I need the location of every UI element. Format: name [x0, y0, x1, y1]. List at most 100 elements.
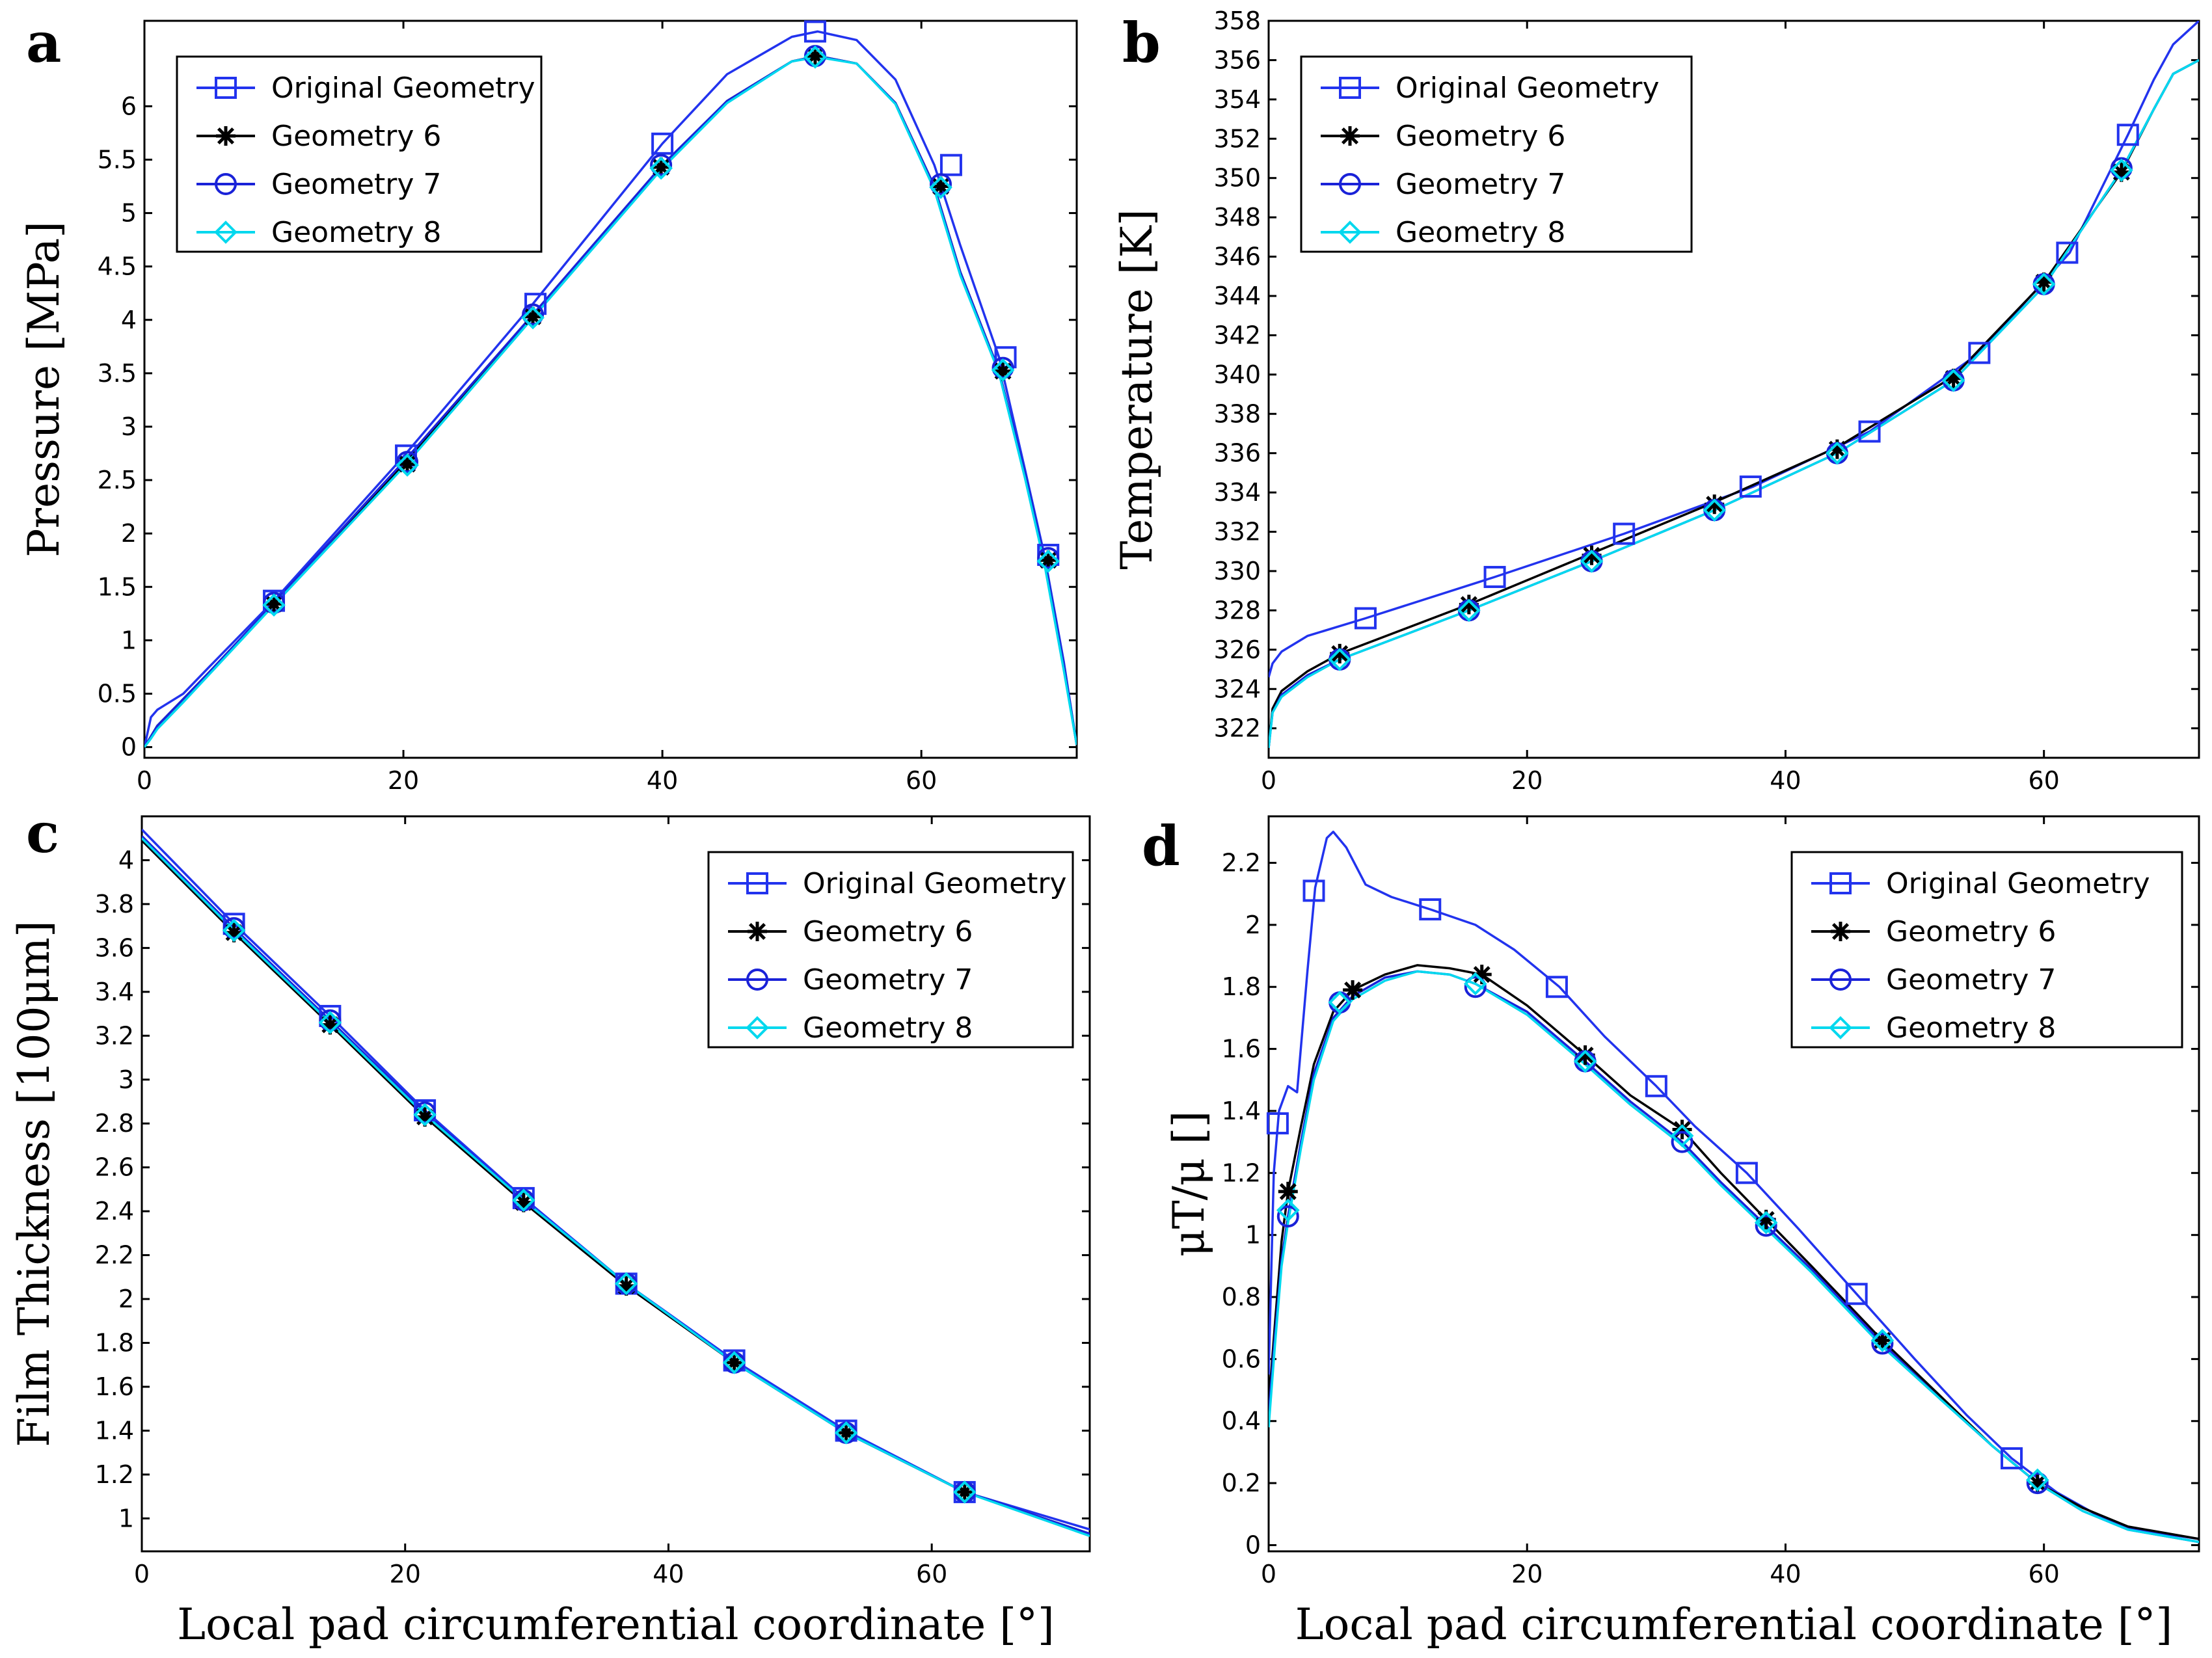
x-tick-label: 0 — [1261, 766, 1276, 795]
y-tick-label: 0.2 — [1222, 1469, 1261, 1497]
data-point-geometry-6 — [1575, 1045, 1595, 1065]
y-tick-label: 1.2 — [1222, 1158, 1261, 1187]
data-point-geometry-8 — [649, 156, 673, 180]
data-point-geometry-8 — [1754, 1210, 1778, 1235]
data-point-geometry-8 — [614, 1272, 638, 1296]
legend-marker-icon — [1829, 1016, 1852, 1039]
legend-marker-icon — [746, 872, 768, 894]
data-point-geometry-6 — [1756, 1209, 1776, 1229]
data-point-original-geometry — [1645, 1075, 1667, 1097]
y-tick-label: 6 — [121, 92, 137, 120]
legend-marker-icon — [746, 969, 768, 991]
x-axis-label: Local pad circumferential coordinate [°] — [177, 1599, 1054, 1650]
legend-marker-icon — [1339, 77, 1361, 99]
legend-entry-label: Original Geometry — [803, 867, 1067, 900]
legend-entry-label: Geometry 7 — [803, 963, 973, 996]
y-axis-label: μT/μ [] — [1164, 1111, 1214, 1257]
legend-marker-icon — [216, 126, 236, 146]
data-point-geometry-8 — [1670, 1124, 1694, 1147]
data-point-geometry-8 — [834, 1421, 858, 1445]
legend-marker-icon — [1831, 922, 1850, 941]
x-tick-label: 20 — [390, 1560, 421, 1588]
legend-marker-icon — [746, 1016, 769, 1039]
data-point-geometry-7 — [930, 173, 952, 196]
y-tick-label: 0 — [1245, 1531, 1261, 1559]
y-tick-label: 334 — [1213, 478, 1261, 507]
y-tick-label: 1.8 — [1222, 972, 1261, 1001]
legend-marker-icon — [748, 922, 767, 941]
y-tick-label: 3.8 — [95, 890, 134, 918]
data-point-geometry-6 — [1872, 1330, 1893, 1350]
y-tick-label: 0.5 — [98, 679, 137, 708]
y-tick-label: 324 — [1213, 675, 1261, 703]
y-tick-label: 0.6 — [1222, 1344, 1261, 1373]
legend-marker-icon — [1829, 872, 1852, 894]
legend-entry-label: Geometry 8 — [1396, 216, 1565, 249]
y-tick-label: 330 — [1213, 557, 1261, 585]
y-tick-label: 2.2 — [95, 1241, 134, 1270]
legend-entry-label: Geometry 8 — [1886, 1011, 2056, 1045]
data-point-geometry-8 — [2032, 273, 2056, 296]
panel-d-viscosity-ratio-chart: 0 20 40 60 0 0.2 0.4 0.6 0.8 1 1.2 1.4 1.6 1.8 2 2.2 Ori… — [1142, 814, 2200, 1650]
panel-label: a — [26, 10, 61, 75]
y-tick-label: 2.5 — [98, 466, 137, 494]
legend-entry-label: Geometry 6 — [271, 120, 441, 153]
y-tick-label: 328 — [1213, 596, 1261, 624]
legend-entry-label: Original Geometry — [271, 72, 535, 105]
data-point-original-geometry — [1302, 879, 1325, 902]
y-tick-label: 350 — [1213, 164, 1261, 193]
y-tick-label: 336 — [1213, 439, 1261, 468]
data-point-geometry-7 — [650, 154, 673, 176]
legend: Original Geometry Geometry 6 Geometry 7 Geo… — [707, 851, 1074, 1049]
legend-entry-label: Geometry 6 — [803, 915, 973, 948]
legend-marker-icon — [215, 173, 237, 195]
data-point-geometry-7 — [1037, 546, 1060, 569]
y-tick-label: 1.4 — [1222, 1097, 1261, 1125]
y-tick-label: 3.5 — [98, 359, 137, 388]
data-point-geometry-8 — [222, 918, 246, 943]
series-line-geometry-8 — [142, 837, 1090, 1538]
legend-entry-label: Geometry 8 — [271, 216, 441, 249]
legend-entry-label: Original Geometry — [1886, 867, 2150, 900]
x-tick-label: 60 — [2028, 1560, 2059, 1588]
data-point-geometry-7 — [2110, 157, 2133, 180]
data-point-geometry-7 — [223, 917, 245, 940]
data-point-original-geometry — [1613, 522, 1636, 545]
data-point-geometry-8 — [952, 1480, 977, 1504]
data-point-geometry-6 — [320, 1015, 340, 1035]
y-tick-label: 3.6 — [95, 933, 134, 962]
data-point-original-geometry — [2001, 1447, 2023, 1469]
y-tick-label: 346 — [1213, 243, 1261, 271]
y-tick-label: 4 — [118, 846, 134, 874]
data-point-original-geometry — [1739, 475, 1762, 498]
y-tick-label: 1.4 — [95, 1416, 134, 1445]
data-point-geometry-8 — [1580, 550, 1604, 573]
data-point-original-geometry — [2056, 241, 2079, 264]
y-tick-label: 4 — [121, 306, 137, 334]
x-tick-label: 20 — [388, 766, 419, 795]
data-point-geometry-8 — [512, 1188, 535, 1212]
data-point-geometry-7 — [2026, 1472, 2049, 1495]
data-point-geometry-8 — [262, 593, 286, 617]
series-line-original-geometry — [1269, 21, 2199, 678]
y-tick-label: 348 — [1213, 203, 1261, 232]
y-tick-label: 342 — [1213, 321, 1261, 349]
legend-entry-label: Geometry 7 — [1886, 963, 2056, 996]
y-tick-label: 354 — [1213, 85, 1261, 114]
y-axis-label: Film Thickness [100μm] — [9, 920, 59, 1447]
panel-label: d — [1142, 814, 1180, 878]
y-tick-label: 1.2 — [95, 1460, 134, 1489]
data-point-geometry-8 — [521, 306, 545, 330]
y-tick-label: 344 — [1213, 282, 1261, 310]
x-axis-label: Local pad circumferential coordinate [°] — [1295, 1599, 2172, 1650]
data-point-original-geometry — [1968, 341, 1991, 364]
y-tick-label: 4.5 — [98, 252, 137, 281]
data-point-geometry-8 — [2025, 1468, 2049, 1492]
data-point-geometry-6 — [1827, 439, 1847, 459]
data-point-geometry-8 — [1463, 972, 1487, 996]
data-point-original-geometry — [1419, 898, 1442, 921]
y-tick-label: 2 — [121, 519, 137, 548]
legend-marker-icon — [1340, 126, 1360, 146]
data-point-geometry-6 — [954, 1482, 975, 1502]
